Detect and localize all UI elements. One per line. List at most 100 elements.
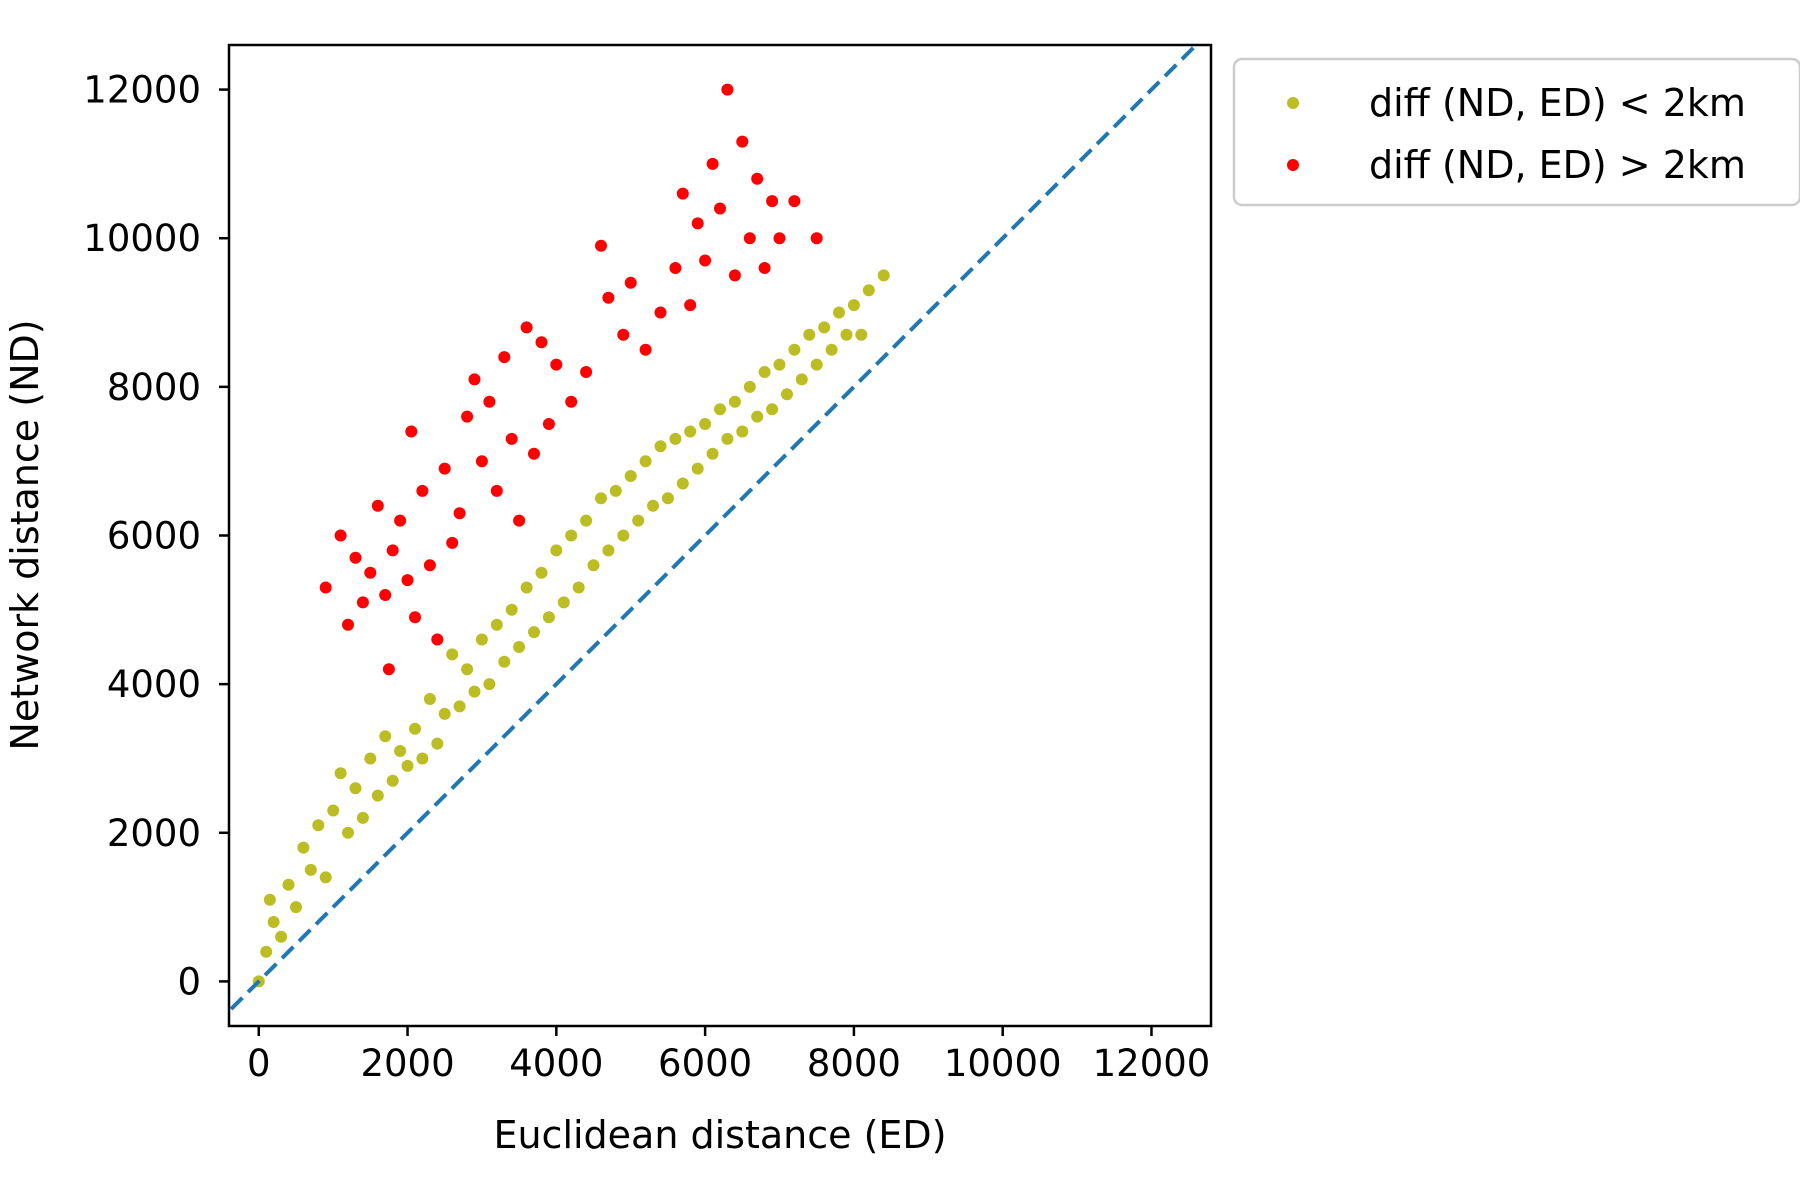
data-point-series-1 — [405, 425, 418, 438]
data-point-series-1 — [617, 328, 630, 341]
data-point-series-0 — [282, 878, 295, 891]
data-point-series-0 — [550, 544, 563, 557]
data-point-series-0 — [654, 440, 667, 453]
data-point-series-0 — [565, 529, 578, 542]
data-point-series-0 — [342, 826, 354, 839]
data-point-series-0 — [810, 358, 823, 371]
x-tick-label: 8000 — [807, 1042, 901, 1085]
data-point-series-0 — [401, 759, 414, 772]
data-point-series-0 — [632, 514, 645, 527]
data-point-series-0 — [557, 596, 570, 609]
data-point-series-1 — [580, 366, 593, 378]
data-point-series-0 — [349, 782, 362, 795]
data-point-series-1 — [550, 358, 563, 371]
x-tick-label: 6000 — [658, 1042, 752, 1085]
data-point-series-0 — [379, 730, 392, 743]
data-point-series-0 — [595, 492, 607, 505]
data-point-series-0 — [661, 492, 674, 505]
data-point-series-0 — [334, 767, 347, 780]
data-point-series-1 — [382, 663, 395, 676]
data-point-series-1 — [475, 455, 488, 468]
data-point-series-1 — [595, 239, 607, 252]
x-tick-label: 10000 — [944, 1042, 1062, 1085]
data-point-series-1 — [319, 581, 332, 594]
data-point-series-1 — [624, 276, 637, 289]
data-point-series-0 — [468, 685, 481, 698]
data-point-series-0 — [624, 470, 637, 482]
data-point-series-1 — [743, 232, 756, 245]
data-point-series-1 — [699, 254, 712, 267]
data-point-series-1 — [721, 83, 734, 96]
data-point-series-0 — [356, 811, 369, 824]
data-point-series-1 — [773, 232, 786, 245]
data-point-series-0 — [319, 871, 332, 884]
y-tick-label: 4000 — [107, 663, 201, 706]
data-point-series-1 — [706, 157, 719, 170]
y-axis: 0 2000 4000 6000 8000 10000 12000 — [83, 69, 229, 1003]
x-axis-label: Euclidean distance (ED) — [493, 1113, 946, 1157]
data-point-series-0 — [833, 306, 845, 319]
data-point-series-1 — [565, 395, 578, 408]
data-point-series-0 — [691, 462, 704, 475]
identity-reference-line — [229, 45, 1199, 1014]
data-point-series-0 — [505, 603, 518, 616]
data-point-series-1 — [394, 514, 407, 527]
data-point-series-0 — [263, 893, 276, 906]
data-point-series-1 — [483, 395, 496, 408]
data-point-series-0 — [728, 395, 741, 408]
data-point-series-0 — [617, 529, 630, 542]
data-point-series-1 — [438, 462, 451, 475]
data-point-series-0 — [736, 425, 749, 438]
data-point-series-1 — [334, 529, 347, 542]
legend-label: diff (ND, ED) > 2km — [1369, 143, 1746, 187]
legend-marker — [1287, 97, 1299, 109]
data-point-series-1 — [684, 299, 697, 312]
x-tick-label: 4000 — [509, 1042, 603, 1085]
data-point-series-0 — [438, 707, 451, 720]
data-point-series-0 — [297, 841, 310, 854]
data-point-series-1 — [423, 559, 436, 572]
data-point-series-0 — [602, 544, 615, 557]
data-point-series-0 — [609, 484, 622, 497]
y-tick-label: 12000 — [83, 69, 201, 112]
data-point-series-0 — [684, 425, 697, 438]
data-point-series-0 — [513, 641, 526, 653]
data-point-series-1 — [758, 262, 771, 274]
data-point-series-0 — [647, 499, 659, 512]
data-point-series-0 — [788, 343, 801, 356]
data-point-series-0 — [781, 388, 793, 401]
data-point-series-0 — [290, 901, 302, 914]
data-point-series-0 — [267, 916, 280, 928]
y-tick-label: 10000 — [83, 217, 201, 260]
data-point-series-0 — [542, 611, 555, 624]
x-axis: 0 2000 4000 6000 8000 10000 12000 — [247, 1026, 1210, 1085]
points-layer — [252, 83, 890, 988]
data-point-series-1 — [542, 418, 555, 430]
data-point-series-0 — [371, 789, 384, 802]
x-tick-label: 0 — [247, 1042, 271, 1085]
data-point-series-0 — [572, 581, 585, 594]
data-point-series-0 — [706, 447, 719, 460]
data-point-series-0 — [877, 269, 890, 282]
data-point-series-0 — [818, 321, 831, 334]
data-point-series-1 — [602, 291, 615, 304]
data-point-series-0 — [327, 804, 340, 817]
data-point-series-0 — [304, 863, 317, 876]
data-point-series-0 — [773, 358, 786, 371]
data-point-series-1 — [669, 262, 682, 274]
data-point-series-1 — [751, 172, 764, 185]
data-point-series-0 — [498, 655, 511, 668]
data-point-series-0 — [520, 581, 533, 594]
data-point-series-1 — [356, 596, 369, 609]
legend-box — [1232, 57, 1800, 207]
data-point-series-0 — [862, 284, 875, 297]
plot-frame — [227, 43, 1213, 1028]
data-point-series-0 — [676, 477, 689, 490]
y-axis-label: Network distance (ND) — [3, 319, 47, 750]
data-point-series-1 — [386, 544, 399, 557]
data-point-series-1 — [513, 514, 526, 527]
data-point-series-1 — [676, 187, 689, 200]
data-point-series-1 — [468, 373, 481, 386]
legend: diff (ND, ED) < 2km diff (ND, ED) > 2km — [1232, 57, 1800, 207]
data-point-series-1 — [401, 574, 414, 587]
